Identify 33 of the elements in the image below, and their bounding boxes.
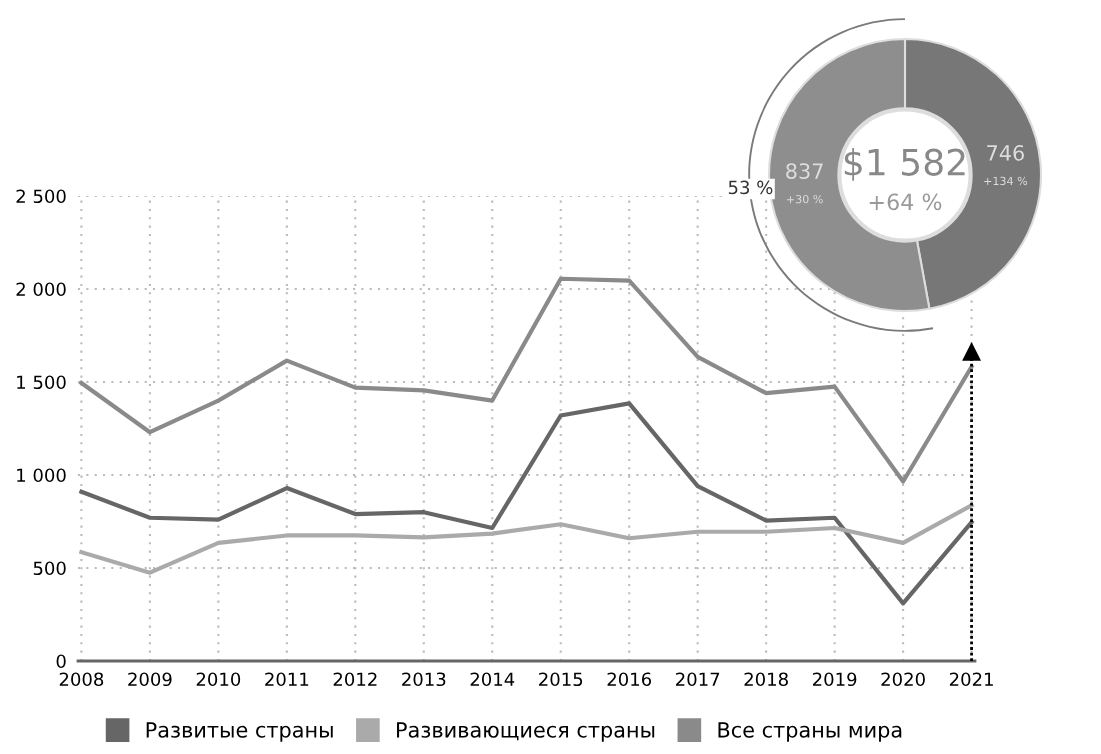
legend-label: Развитые страны — [146, 722, 333, 742]
x-tick-label: 2013 — [402, 672, 446, 687]
x-tick-label: 2014 — [470, 672, 515, 687]
x-tick-label: 2019 — [812, 672, 857, 687]
y-tick-label: 0 — [56, 654, 66, 669]
x-tick-label: 2016 — [607, 672, 652, 687]
line-series — [79, 276, 974, 484]
line-series — [79, 503, 974, 575]
data-label: 746 — [987, 145, 1024, 161]
text: 53 % — [728, 180, 773, 195]
x-tick-label: 2020 — [881, 672, 925, 687]
y-tick-label: 1 500 — [17, 375, 66, 390]
x-tick-label: 2012 — [333, 672, 377, 687]
x-tick-label: 2008 — [59, 672, 104, 687]
x-tick-label: 2011 — [265, 672, 309, 687]
y-tick-label: 2 500 — [16, 189, 66, 204]
x-tick-label: 2015 — [539, 672, 583, 687]
x-tick-label: 2018 — [744, 672, 788, 687]
legend-label: Развивающиеся страны — [397, 722, 655, 742]
annotation: +30 % — [787, 194, 823, 204]
y-tick-label: 1 000 — [17, 468, 66, 483]
legend-label: Все страны мира — [718, 722, 902, 742]
line-series — [79, 401, 974, 606]
text: $1 582 — [844, 147, 965, 181]
x-tick-label: 2021 — [949, 672, 993, 687]
x-tick-label: 2010 — [196, 672, 241, 687]
x-tick-label: 2009 — [128, 672, 172, 687]
y-tick-label: 2 000 — [16, 282, 66, 297]
data-label: 837 — [786, 163, 823, 179]
text: +134 % — [984, 176, 1028, 186]
y-tick-label: 500 — [33, 561, 66, 576]
annotation: +64 % — [869, 193, 942, 211]
x-tick-label: 2017 — [676, 672, 720, 687]
